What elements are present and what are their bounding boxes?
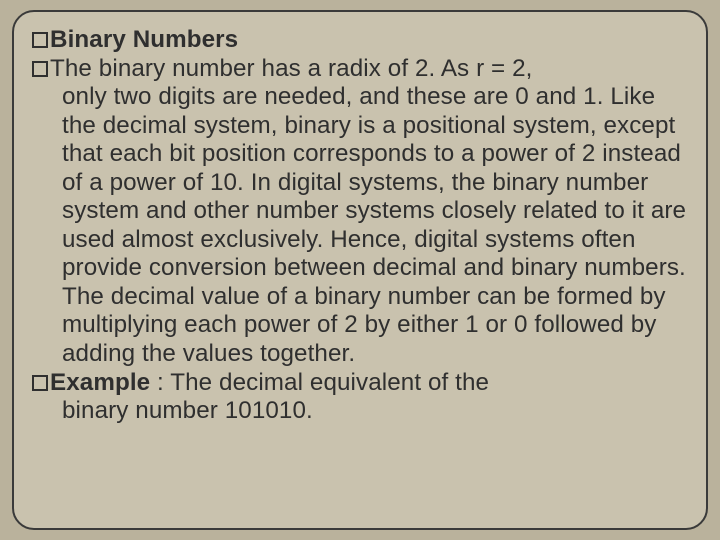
square-bullet-icon xyxy=(32,375,48,391)
square-bullet-icon xyxy=(32,61,48,77)
heading-text: Binary Numbers xyxy=(50,26,238,53)
body-continuation: only two digits are needed, and these ar… xyxy=(62,83,688,368)
square-bullet-icon xyxy=(32,32,48,48)
example-bold: Example xyxy=(50,369,150,396)
example-rest-inline: : The decimal equivalent of the xyxy=(150,369,489,396)
body-rest-inline: binary number has a radix of 2. As r = 2… xyxy=(92,55,532,82)
body-paragraph: The binary number has a radix of 2. As r… xyxy=(32,55,688,369)
slide-card: Binary Numbers The binary number has a r… xyxy=(12,10,708,530)
heading-bullet-line: Binary Numbers xyxy=(32,26,688,55)
example-paragraph: Example : The decimal equivalent of the … xyxy=(32,369,688,426)
body-lead: The xyxy=(50,55,92,82)
heading-line: Binary Numbers xyxy=(32,26,688,55)
example-bullet-line: Example : The decimal equivalent of the xyxy=(32,369,688,398)
example-continuation: binary number 101010. xyxy=(62,397,688,426)
body-bullet-line: The binary number has a radix of 2. As r… xyxy=(32,55,688,84)
